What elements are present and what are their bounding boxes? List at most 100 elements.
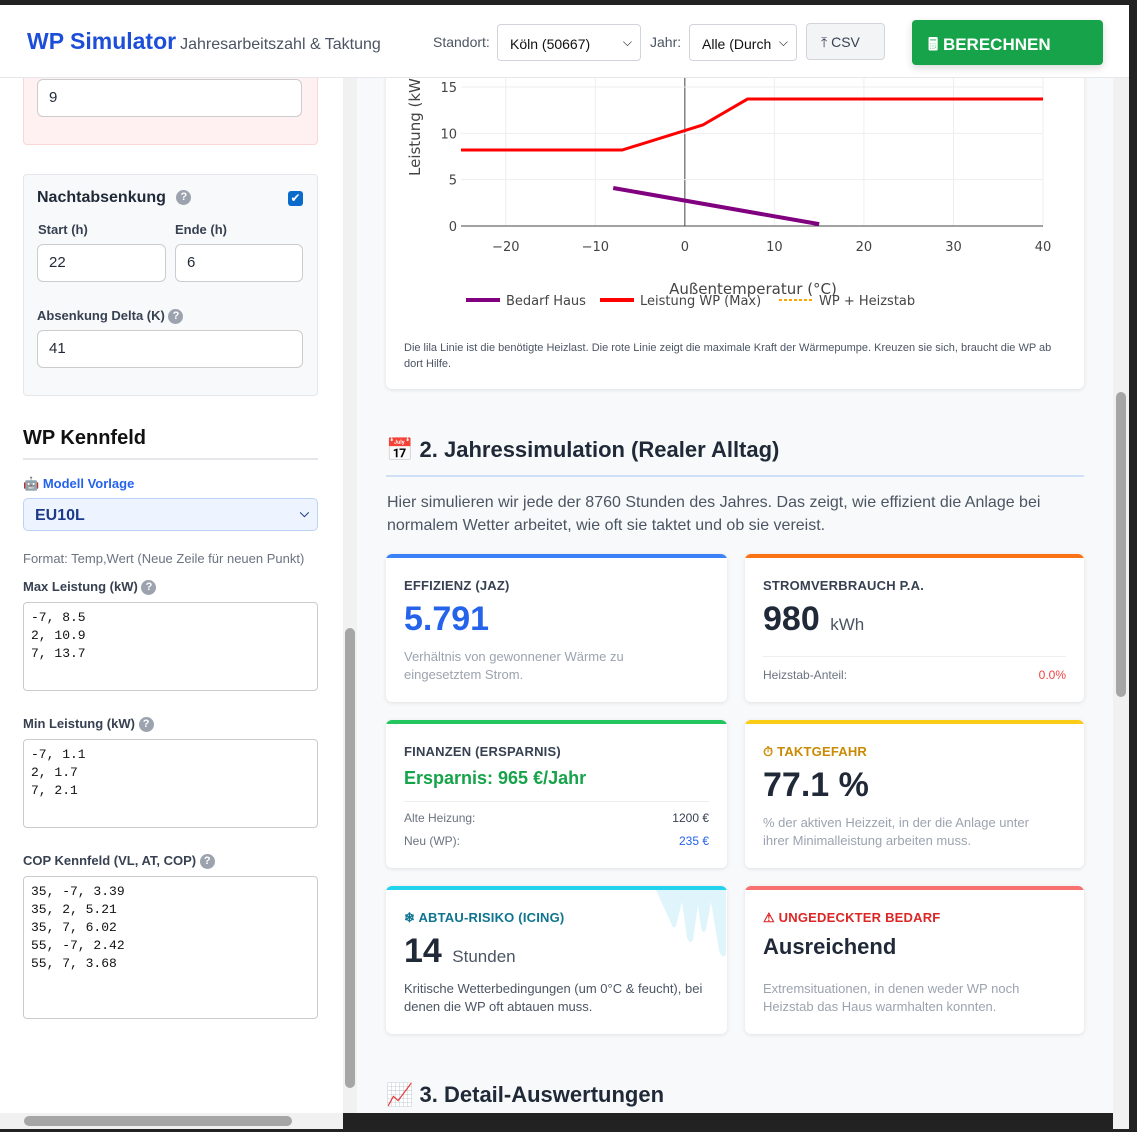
finanzen-card: FINANZEN (ERSPARNIS) Ersparnis: 965 €/Ja… bbox=[386, 720, 727, 868]
model-select[interactable]: EU10L ⌵ bbox=[23, 498, 318, 531]
model-template-label: 🤖 Modell Vorlage bbox=[23, 476, 134, 492]
takt-title: ⏱ TAKTGEFAHR bbox=[763, 744, 867, 760]
x-tick-label: 20 bbox=[856, 240, 873, 255]
top-number-input[interactable]: 9 bbox=[37, 79, 302, 117]
max-leistung-textarea[interactable]: -7, 8.5 2, 10.9 7, 13.7 bbox=[23, 602, 318, 691]
jahr-label: Jahr: bbox=[650, 34, 682, 50]
x-tick-label: −20 bbox=[492, 240, 519, 255]
calculate-label: BERECHNEN bbox=[942, 35, 1051, 54]
bedarf-value: Ausreichend bbox=[763, 934, 897, 959]
legend-label: Leistung WP (Max) bbox=[640, 294, 761, 309]
warning-icon: ⚠ bbox=[763, 910, 775, 925]
jaz-value: 5.791 bbox=[404, 600, 490, 638]
csv-label: CSV bbox=[831, 34, 860, 50]
bedarf-card: ⚠ UNGEDECKTER BEDARF Ausreichend Extrems… bbox=[745, 886, 1084, 1034]
stopwatch-icon: ⏱ bbox=[763, 744, 774, 759]
cop-textarea[interactable]: 35, -7, 3.39 35, 2, 5.21 35, 7, 6.02 55,… bbox=[23, 876, 318, 1019]
savings-value: Ersparnis: 965 €/Jahr bbox=[404, 768, 587, 788]
calculate-button[interactable]: 🖩 BERECHNEN bbox=[912, 20, 1103, 65]
hscrollbar-thumb[interactable] bbox=[24, 1116, 292, 1126]
x-tick-label: 10 bbox=[766, 240, 783, 255]
heizstab-label: Heizstab-Anteil: bbox=[763, 668, 848, 682]
jahr-value: Alle (Durch bbox=[702, 36, 772, 52]
series-line-bedarf-haus bbox=[612, 186, 820, 227]
jaz-card: EFFIZIENZ (JAZ) 5.791 Verhältnis von gew… bbox=[386, 554, 727, 702]
section2-intro: Hier simulieren wir jede der 8760 Stunde… bbox=[387, 494, 1041, 534]
alt-value: 1200 € bbox=[672, 811, 709, 825]
app-header: WP Simulator Jahresarbeitszahl & Taktung … bbox=[0, 5, 1129, 78]
sidebar-hscrollbar[interactable] bbox=[0, 1113, 343, 1129]
x-tick-label: −10 bbox=[582, 240, 609, 255]
strom-card: STROMVERBRAUCH P.A. 980 kWh Heizstab-Ant… bbox=[745, 554, 1084, 702]
delta-label-text: Absenkung Delta (K) bbox=[37, 308, 165, 323]
help-icon[interactable]: ? bbox=[199, 854, 215, 870]
divider bbox=[386, 475, 1084, 477]
title-text: WP Simulator bbox=[27, 28, 177, 54]
max-label-text: Max Leistung (kW) bbox=[23, 579, 138, 594]
night-setback-checkbox[interactable]: ✔ bbox=[288, 191, 303, 206]
chevron-down-icon: ⌵ bbox=[622, 35, 632, 49]
format-hint: Format: Temp,Wert (Neue Zeile für neuen … bbox=[23, 551, 305, 566]
end-input[interactable]: 6 bbox=[175, 244, 303, 282]
strom-title: STROMVERBRAUCH P.A. bbox=[763, 578, 925, 593]
scrollbar-thumb[interactable] bbox=[1116, 392, 1126, 697]
chevron-down-icon: ⌵ bbox=[778, 35, 788, 49]
strom-value: 980 bbox=[763, 600, 820, 638]
delta-input[interactable]: 41 bbox=[37, 330, 303, 368]
robot-icon: 🤖 bbox=[23, 476, 40, 491]
main-scrollbar[interactable] bbox=[1113, 78, 1129, 1129]
takt-title-text: TAKTGEFAHR bbox=[777, 744, 868, 759]
x-tick-label: 30 bbox=[945, 240, 962, 255]
section3-title: 3. Detail-Auswertungen bbox=[419, 1082, 665, 1107]
sidebar-scrollbar[interactable] bbox=[343, 78, 357, 1113]
min-leistung-textarea[interactable]: -7, 1.1 2, 1.7 7, 2.1 bbox=[23, 739, 318, 828]
neu-label: Neu (WP): bbox=[404, 834, 461, 848]
settings-sidebar: 9 Nachtabsenkung ? ✔ Start (h) Ende (h) … bbox=[0, 78, 343, 1113]
standort-value: Köln (50667) bbox=[510, 36, 591, 52]
takt-value: 77.1 % bbox=[763, 766, 869, 804]
y-tick-label: 10 bbox=[440, 127, 457, 142]
model-label-text: Modell Vorlage bbox=[42, 476, 135, 491]
start-label: Start (h) bbox=[38, 222, 88, 237]
capacity-chart-card: −20 −10 0 10 20 30 40 0 5 10 15 Leistung (kW) Außent… bbox=[386, 78, 1084, 389]
y-tick-label: 5 bbox=[449, 174, 457, 189]
bedarf-title: ⚠ UNGEDECKTER BEDARF bbox=[763, 910, 940, 926]
help-icon[interactable]: ? bbox=[141, 580, 157, 596]
scrollbar-thumb[interactable] bbox=[345, 628, 355, 1088]
help-icon[interactable]: ? bbox=[176, 190, 192, 206]
abtau-unit: Stunden bbox=[452, 947, 516, 966]
section2-heading: 📅 2. Jahressimulation (Realer Alltag) bbox=[386, 437, 779, 463]
jaz-desc: Verhältnis von gewonnener Wärme zu einge… bbox=[404, 649, 624, 682]
night-title-text: Nachtabsenkung bbox=[37, 189, 166, 206]
abtau-value: 14 bbox=[404, 932, 442, 970]
strom-value-row: 980 kWh bbox=[763, 600, 864, 639]
y-tick-label: 0 bbox=[449, 220, 457, 235]
help-icon[interactable]: ? bbox=[168, 309, 184, 325]
section2-title: 2. Jahressimulation (Realer Alltag) bbox=[419, 437, 780, 462]
standort-select[interactable]: Köln (50667) ⌵ bbox=[497, 24, 641, 61]
legend-label: Bedarf Haus bbox=[506, 294, 586, 309]
alt-label: Alte Heizung: bbox=[404, 811, 476, 825]
bedarf-desc: Extremsituationen, in denen weder WP noc… bbox=[763, 981, 1020, 1014]
start-input[interactable]: 22 bbox=[37, 244, 166, 282]
bedarf-title-text: UNGEDECKTER BEDARF bbox=[778, 910, 941, 925]
y-tick-label: 15 bbox=[440, 81, 457, 96]
jahr-select[interactable]: Alle (Durch ⌵ bbox=[689, 24, 797, 61]
abtau-value-row: 14 Stunden bbox=[404, 932, 516, 971]
min-label-text: Min Leistung (kW) bbox=[23, 716, 135, 731]
x-axis-title: Außentemperatur (°C) bbox=[669, 280, 837, 298]
x-tick-label: 40 bbox=[1035, 240, 1052, 255]
abtau-desc: Kritische Wetterbedingungen (um 0°C & fe… bbox=[404, 981, 703, 1014]
chevron-down-icon: ⌵ bbox=[299, 506, 309, 520]
subtitle-text: Jahresarbeitszahl & Taktung bbox=[180, 36, 381, 53]
capacity-chart: −20 −10 0 10 20 30 40 0 5 10 15 Leistung (kW) Außent… bbox=[406, 78, 1052, 309]
divider bbox=[763, 656, 1066, 657]
series-line-leistung-wp-max- bbox=[461, 97, 1043, 152]
heizstab-value: 0.0% bbox=[1038, 668, 1066, 682]
x-tick-label: 0 bbox=[681, 240, 689, 255]
finanzen-title: FINANZEN (ERSPARNIS) bbox=[404, 744, 561, 759]
snowflake-icon: ❄ bbox=[404, 910, 416, 925]
csv-upload-button[interactable]: ⤒ CSV bbox=[806, 23, 885, 60]
help-icon[interactable]: ? bbox=[138, 717, 154, 733]
takt-desc: % der aktiven Heizzeit, in der die Anlag… bbox=[763, 815, 1029, 848]
